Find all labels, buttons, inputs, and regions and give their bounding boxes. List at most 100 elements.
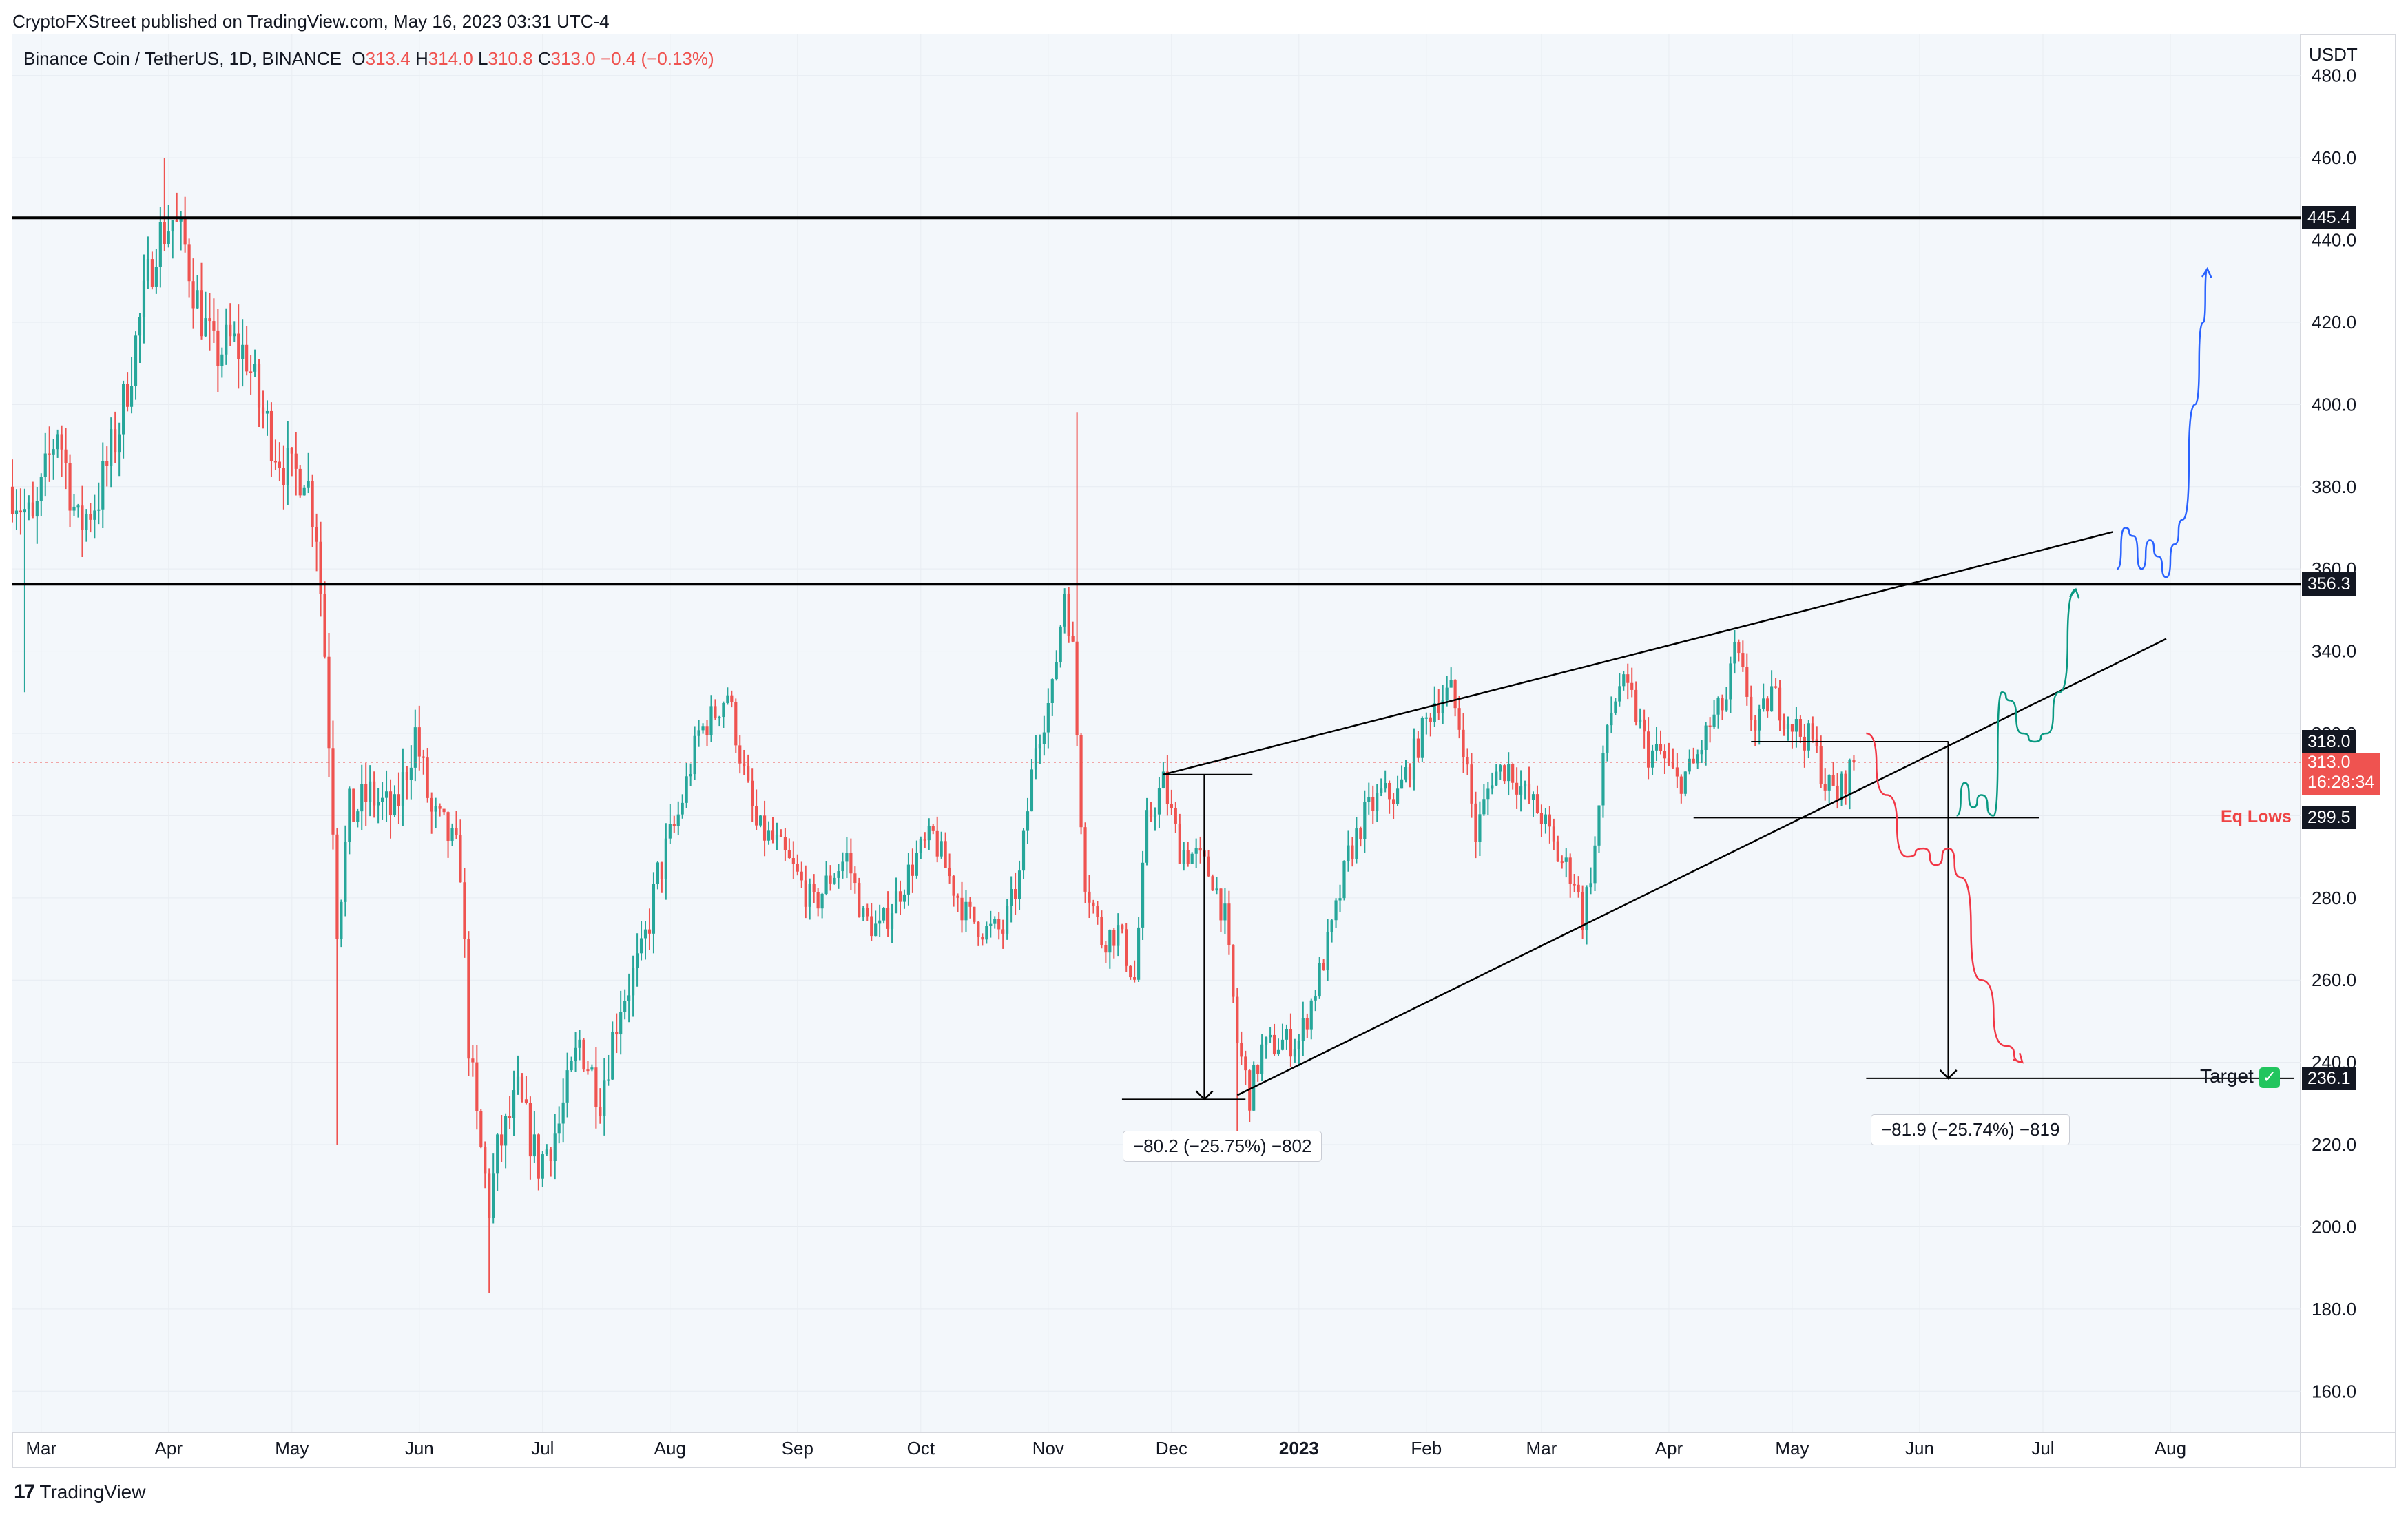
y-tick-label: 460.0 bbox=[2312, 147, 2356, 168]
candle-body bbox=[1392, 799, 1395, 804]
candle-body bbox=[1614, 701, 1617, 713]
candle-body bbox=[537, 1134, 540, 1179]
candle-body bbox=[1079, 735, 1083, 828]
candle-body bbox=[886, 908, 890, 929]
candle-body bbox=[1650, 750, 1654, 768]
candle-body bbox=[1347, 845, 1350, 861]
y-tick-label: 200.0 bbox=[2312, 1216, 2356, 1237]
candle-body bbox=[1770, 686, 1774, 712]
candle-body bbox=[249, 371, 253, 373]
price-tag-445-4: 445.4 bbox=[2302, 206, 2356, 230]
candle-body bbox=[315, 527, 318, 542]
candle-body bbox=[524, 1099, 528, 1103]
candle-body bbox=[1639, 719, 1642, 722]
candle-body bbox=[1568, 857, 1572, 884]
candle-body bbox=[1441, 700, 1444, 713]
candle-body bbox=[1778, 687, 1782, 721]
candle-body bbox=[220, 354, 224, 366]
x-tick-label: Feb bbox=[1411, 1438, 1442, 1459]
candle-body bbox=[496, 1134, 499, 1174]
candle-body bbox=[1581, 892, 1584, 930]
candle-body bbox=[1815, 739, 1818, 746]
candle-body bbox=[134, 335, 138, 386]
candle-body bbox=[652, 884, 656, 934]
candle-body bbox=[1462, 729, 1465, 758]
candle-body bbox=[997, 919, 1001, 930]
candle-body bbox=[179, 217, 183, 222]
candle-body bbox=[369, 781, 372, 802]
candle-body bbox=[1527, 784, 1531, 800]
symbol-name[interactable]: Binance Coin / TetherUS, 1D, BINANCE bbox=[23, 48, 342, 69]
high-label: H bbox=[415, 48, 428, 69]
candle-body bbox=[1412, 738, 1416, 780]
candle-body bbox=[1556, 841, 1559, 862]
candle-body bbox=[1606, 725, 1609, 753]
candle-body bbox=[1108, 930, 1112, 953]
candle-body bbox=[726, 695, 729, 703]
candle-body bbox=[294, 453, 298, 469]
candle-body bbox=[1244, 1056, 1247, 1071]
candle-body bbox=[388, 791, 393, 815]
candle-body bbox=[952, 876, 955, 896]
candle-body bbox=[808, 884, 811, 907]
candle-body bbox=[1071, 636, 1075, 642]
scenario-arrow-blue bbox=[2201, 267, 2212, 278]
candle-body bbox=[1050, 679, 1054, 704]
y-tick-label: 160.0 bbox=[2312, 1381, 2356, 1401]
candle-body bbox=[282, 468, 285, 485]
candle-body bbox=[841, 861, 844, 872]
candle-body bbox=[1782, 720, 1786, 729]
candle-body bbox=[1314, 996, 1317, 1001]
y-tick-label: 400.0 bbox=[2312, 394, 2356, 415]
candle-body bbox=[1240, 1043, 1243, 1057]
candle-body bbox=[1351, 845, 1354, 859]
candle-body bbox=[500, 1134, 504, 1146]
candle-body bbox=[450, 828, 454, 842]
x-tick-label: Apr bbox=[155, 1438, 183, 1459]
candle-body bbox=[229, 324, 232, 337]
candle-body bbox=[664, 838, 667, 879]
candle-body bbox=[1840, 773, 1843, 800]
candle-body bbox=[187, 244, 191, 282]
x-tick-label: Nov bbox=[1032, 1438, 1064, 1459]
candle-body bbox=[730, 695, 734, 702]
price-tag-356-3: 356.3 bbox=[2302, 572, 2356, 596]
candle-body bbox=[528, 1103, 532, 1157]
candle-body bbox=[681, 802, 684, 815]
candle-body bbox=[273, 461, 278, 463]
candle-body bbox=[1359, 828, 1362, 839]
candle-body bbox=[364, 784, 368, 802]
candle-body bbox=[829, 875, 832, 884]
candle-body bbox=[340, 901, 343, 939]
candle-body bbox=[1741, 653, 1745, 667]
candle-body bbox=[755, 806, 758, 826]
candle-body bbox=[1017, 870, 1021, 899]
candle-body bbox=[1083, 827, 1087, 892]
candle-body bbox=[578, 1039, 581, 1048]
candle-body bbox=[426, 758, 429, 798]
candle-body bbox=[27, 502, 30, 510]
candle-body bbox=[874, 923, 878, 937]
candle-body bbox=[1363, 802, 1367, 839]
publisher-line: CryptoFXStreet published on TradingView.… bbox=[12, 11, 610, 32]
candle-body bbox=[767, 830, 771, 841]
candle-body bbox=[1400, 779, 1404, 789]
candle-body bbox=[1696, 754, 1699, 764]
candle-body bbox=[718, 717, 721, 719]
candle-body bbox=[989, 923, 993, 926]
candle-body bbox=[570, 1060, 573, 1071]
x-tick-label: 2023 bbox=[1279, 1438, 1319, 1459]
candle-body bbox=[894, 891, 898, 914]
candle-body bbox=[1309, 1000, 1313, 1030]
candle-body bbox=[397, 794, 401, 806]
candle-body bbox=[1265, 1037, 1268, 1045]
candle-body bbox=[384, 791, 388, 798]
candle-body bbox=[1395, 788, 1400, 804]
candle-body bbox=[1667, 758, 1671, 763]
footer-brand[interactable]: 17 TradingView bbox=[14, 1481, 145, 1504]
candle-body bbox=[1654, 744, 1659, 751]
candle-body bbox=[993, 919, 997, 924]
candle-body bbox=[771, 830, 775, 840]
candle-body bbox=[101, 461, 105, 510]
